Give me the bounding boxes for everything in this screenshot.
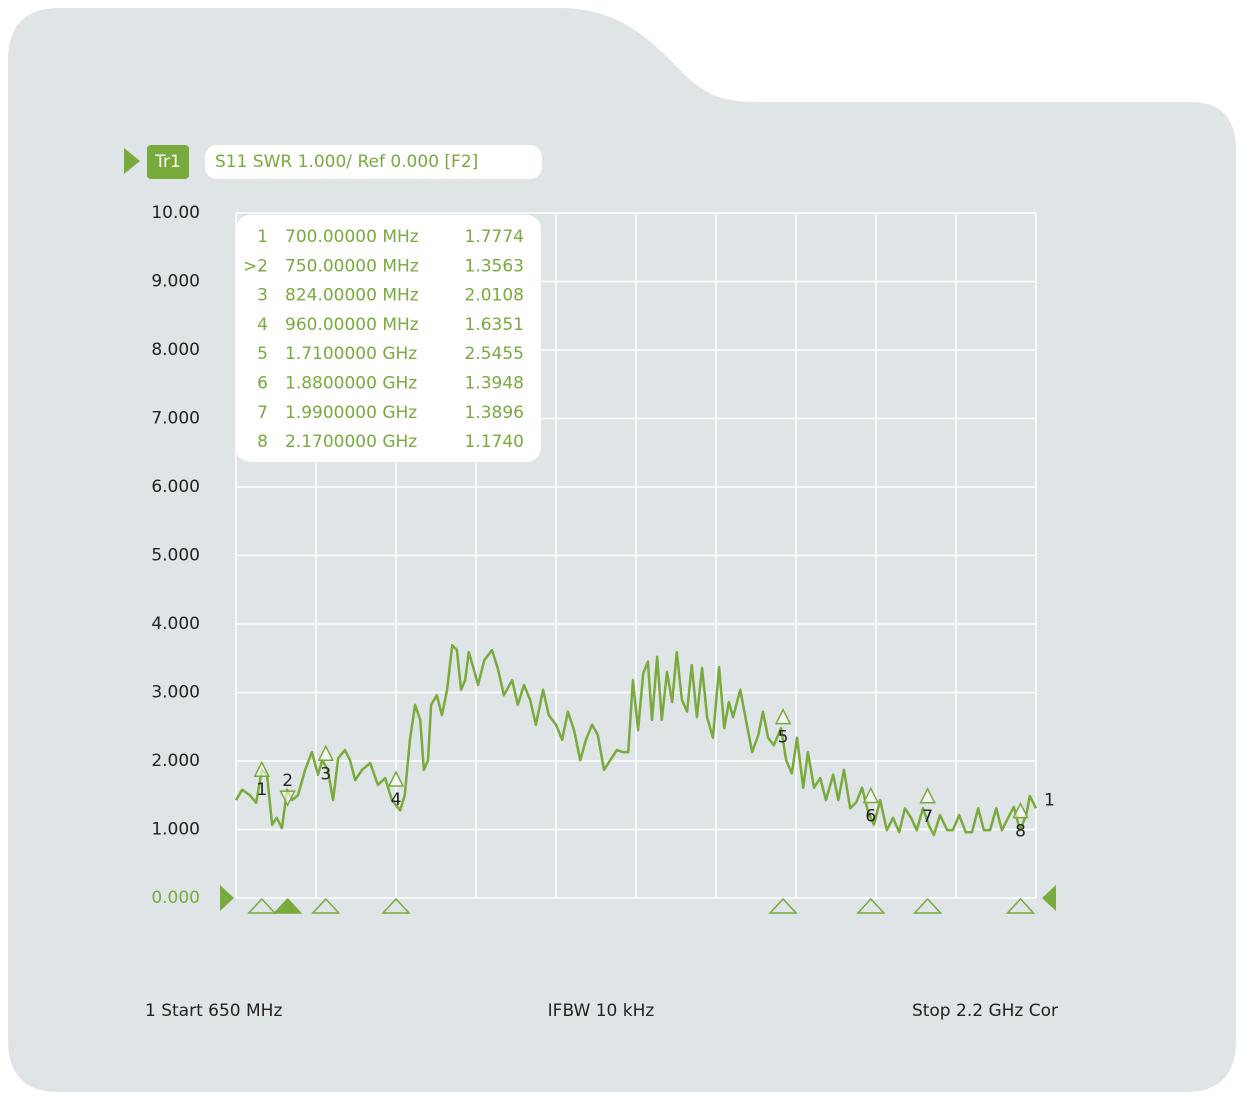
marker-frequency: 960.00000 MHz: [285, 315, 419, 335]
marker-name: 6: [257, 374, 268, 394]
marker-name: >2: [243, 256, 268, 276]
stimulus-marker: [768, 897, 798, 914]
marker-frequency: 824.00000 MHz: [285, 286, 419, 306]
stop-frequency: Stop 2.2 GHz Cor: [912, 1001, 1058, 1021]
y-tick-label: 3.000: [151, 683, 200, 703]
y-tick-label: 7.000: [151, 409, 200, 429]
trace-marker-label: 7: [922, 807, 933, 827]
ref-arrow-right: [1042, 885, 1056, 911]
trace-setup-pill[interactable]: [205, 145, 542, 179]
marker-value: 1.7774: [465, 227, 524, 247]
marker-table: [236, 215, 541, 462]
trace-setup: S11 SWR 1.000/ Ref 0.000 [F2]: [215, 152, 478, 172]
y-tick-label: 9.000: [151, 272, 200, 292]
trace-marker-label: 2: [282, 771, 293, 791]
marker-value: 1.6351: [465, 315, 524, 335]
marker-value: 2.5455: [465, 344, 524, 364]
y-tick-label: 0.000: [151, 888, 200, 908]
trace-marker: [774, 707, 792, 725]
trace-marker-label: 6: [865, 806, 876, 826]
y-tick-label: 8.000: [151, 340, 200, 360]
marker-value: 1.3896: [465, 403, 524, 423]
trace-marker: [253, 760, 271, 777]
stimulus-marker: [272, 897, 303, 914]
trace-marker-label: 3: [320, 764, 331, 784]
marker-value: 1.3563: [465, 256, 524, 276]
trace-marker: [919, 787, 936, 804]
trace-marker: [317, 744, 335, 762]
marker-name: 1: [257, 227, 268, 247]
trace-marker-label: 8: [1015, 822, 1026, 842]
plot: 0.000 1.000 2.000 3.000 4.000 5.000 6.000 7.000…: [151, 203, 1056, 914]
marker-value: 1.3948: [465, 374, 524, 394]
marker-name: 8: [257, 432, 268, 452]
marker-value: 1.1740: [465, 432, 524, 452]
marker-frequency: 1.7100000 GHz: [285, 344, 417, 364]
start-frequency: 1 Start 650 MHz: [145, 1001, 282, 1021]
active-trace-arrow: [124, 148, 140, 174]
trace-marker: [1012, 801, 1029, 819]
marker-frequency: 750.00000 MHz: [285, 256, 419, 276]
y-tick-label: 1.000: [151, 820, 200, 840]
trace: [234, 643, 1038, 837]
marker-frequency: 2.1700000 GHz: [285, 432, 417, 452]
y-tick-label: 2.000: [151, 751, 200, 771]
stimulus-marker: [856, 897, 886, 914]
trace-marker-label: 4: [391, 790, 402, 810]
stimulus-marker: [1005, 897, 1036, 914]
trace-marker: [387, 770, 405, 787]
marker-name: 4: [257, 315, 268, 335]
trace-marker: [862, 786, 880, 804]
trace-label: Tr1: [154, 152, 181, 172]
stimulus-marker: [381, 897, 411, 914]
y-tick-label: 10.00: [151, 203, 200, 223]
marker-name: 3: [257, 286, 268, 306]
marker-value: 2.0108: [465, 286, 524, 306]
marker-frequency: 1.8800000 GHz: [285, 374, 417, 394]
marker-frequency: 1.9900000 GHz: [285, 403, 417, 423]
stimulus-marker: [311, 897, 341, 914]
trace-number: 1: [1044, 790, 1055, 810]
marker-name: 7: [257, 403, 268, 423]
ref-arrow-left: [220, 885, 234, 911]
y-tick-label: 6.000: [151, 477, 200, 497]
y-tick-label: 4.000: [151, 614, 200, 634]
marker-name: 5: [257, 344, 268, 364]
trace-badge[interactable]: [147, 145, 189, 179]
y-tick-label: 5.000: [151, 546, 200, 566]
stimulus-marker: [912, 897, 943, 914]
trace-marker-label: 5: [778, 728, 789, 748]
trace-marker: [279, 790, 296, 807]
ifbw: IFBW 10 kHz: [548, 1001, 655, 1021]
stimulus-marker: [247, 897, 277, 914]
marker-frequency: 700.00000 MHz: [285, 227, 419, 247]
trace-marker-label: 1: [256, 780, 267, 800]
